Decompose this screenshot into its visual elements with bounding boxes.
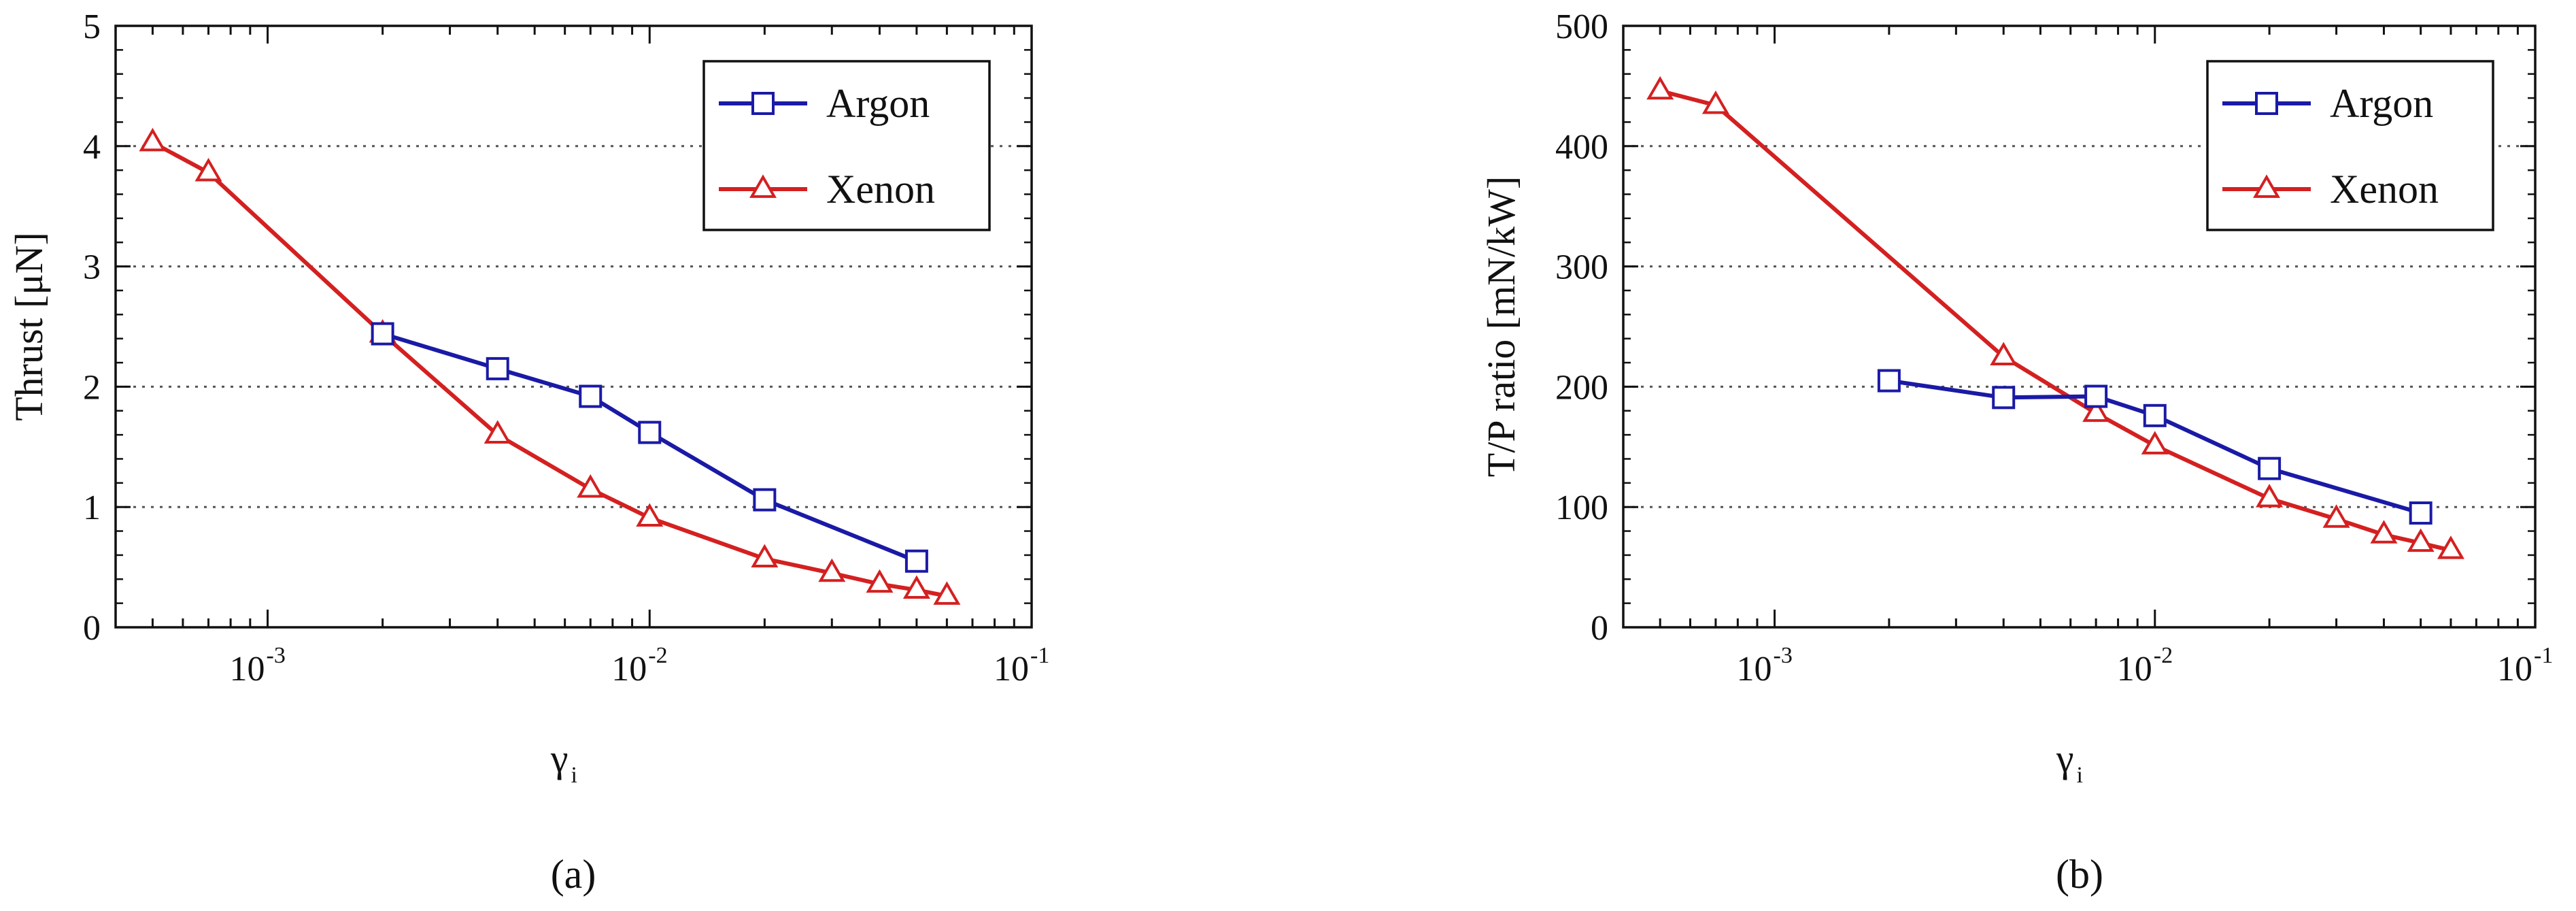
data-point-square xyxy=(1877,369,1901,393)
data-point-triangle xyxy=(933,581,961,605)
legend-item-argon: Argon xyxy=(2222,81,2433,126)
x-tick-label: 10 xyxy=(230,650,265,689)
y-tick-label: 4 xyxy=(83,128,101,167)
x-axis-title-subscript: i xyxy=(571,763,577,788)
data-point-triangle xyxy=(2370,520,2398,544)
data-point-triangle xyxy=(636,503,664,527)
legend-box xyxy=(2206,60,2494,231)
data-point-square xyxy=(1992,386,2016,410)
y-tick-label: 100 xyxy=(1555,488,1608,527)
x-tick-label: 10 xyxy=(611,650,647,689)
data-point-triangle xyxy=(1646,76,1674,100)
data-point-square xyxy=(753,488,777,512)
panel-label: (b) xyxy=(2056,852,2103,897)
data-point-triangle xyxy=(2252,174,2281,198)
data-point-square xyxy=(486,357,509,380)
series-argon xyxy=(371,322,928,573)
legend-label: Xenon xyxy=(2330,167,2439,212)
legend-label: Xenon xyxy=(826,167,935,212)
data-point-triangle xyxy=(866,569,894,593)
data-point-square xyxy=(2258,457,2282,480)
data-point-square xyxy=(2143,403,2167,427)
y-tick-label: 5 xyxy=(83,7,101,46)
legend: Argon Xenon xyxy=(702,60,991,231)
plot-frame xyxy=(114,24,1033,629)
y-tick-label: 1 xyxy=(83,488,101,527)
legend-box xyxy=(702,60,991,231)
data-point-triangle xyxy=(1990,342,2018,366)
y-axis-title: Thrust [μN] xyxy=(7,232,51,421)
y-tick-label: 400 xyxy=(1555,128,1608,167)
y-axis-title: T/P ratio [mN/kW] xyxy=(1479,176,1523,477)
y-tick-label: 2 xyxy=(83,368,101,407)
data-point-square xyxy=(638,420,662,444)
y-tick-label: 0 xyxy=(83,609,101,648)
x-axis-title: γ xyxy=(550,736,569,780)
data-point-triangle xyxy=(139,127,167,152)
x-tick-label: 10 xyxy=(2497,650,2532,689)
legend: Argon Xenon xyxy=(2206,60,2494,231)
legend-item-argon: Argon xyxy=(719,81,930,126)
x-tick-exponent: -3 xyxy=(1774,643,1793,668)
y-tick-label: 3 xyxy=(83,248,101,287)
data-point-triangle xyxy=(1701,90,1729,114)
legend-item-xenon: Xenon xyxy=(719,167,935,212)
plot-frame xyxy=(1622,24,2537,629)
x-tick-label: 10 xyxy=(2117,650,2152,689)
x-axis-title-subscript: i xyxy=(2077,763,2083,788)
data-point-triangle xyxy=(749,174,777,198)
series-line-argon xyxy=(1888,378,2422,515)
panel-label: (a) xyxy=(551,852,596,897)
x-axis-title: γ xyxy=(2056,736,2074,780)
series-argon xyxy=(1877,369,2433,525)
data-point-triangle xyxy=(194,158,222,182)
series-line-xenon xyxy=(1659,88,2452,552)
data-point-triangle xyxy=(2256,484,2284,508)
x-tick-exponent: -2 xyxy=(2154,643,2173,668)
data-point-triangle xyxy=(2437,535,2464,559)
data-point-square xyxy=(371,322,394,346)
y-tick-label: 500 xyxy=(1555,7,1608,46)
data-point-triangle xyxy=(2141,431,2169,454)
data-point-square xyxy=(2409,501,2433,525)
data-point-square xyxy=(579,384,603,408)
legend-label: Argon xyxy=(826,81,930,126)
data-point-triangle xyxy=(818,558,846,582)
data-point-square xyxy=(904,549,928,573)
legend-item-xenon: Xenon xyxy=(2222,167,2439,212)
y-tick-label: 200 xyxy=(1555,368,1608,407)
series-xenon xyxy=(1646,76,2464,559)
y-tick-label: 0 xyxy=(1591,609,1608,648)
data-point-triangle xyxy=(2082,398,2110,423)
x-tick-label: 10 xyxy=(1737,650,1772,689)
x-tick-exponent: -1 xyxy=(2534,643,2553,668)
data-point-triangle xyxy=(751,544,779,568)
data-point-triangle xyxy=(2407,528,2435,552)
x-tick-exponent: -3 xyxy=(267,643,286,668)
legend-label: Argon xyxy=(2330,81,2433,126)
data-point-square xyxy=(2255,92,2278,115)
data-point-square xyxy=(751,92,775,115)
data-point-square xyxy=(2084,384,2108,408)
series-line-argon xyxy=(382,331,918,563)
x-tick-exponent: -2 xyxy=(648,643,667,668)
x-tick-label: 10 xyxy=(994,650,1029,689)
data-point-triangle xyxy=(2322,504,2350,528)
data-point-triangle xyxy=(902,575,930,599)
data-point-triangle xyxy=(577,474,605,498)
data-point-triangle xyxy=(484,420,511,444)
y-tick-label: 300 xyxy=(1555,248,1608,287)
x-tick-exponent: -1 xyxy=(1030,643,1049,668)
